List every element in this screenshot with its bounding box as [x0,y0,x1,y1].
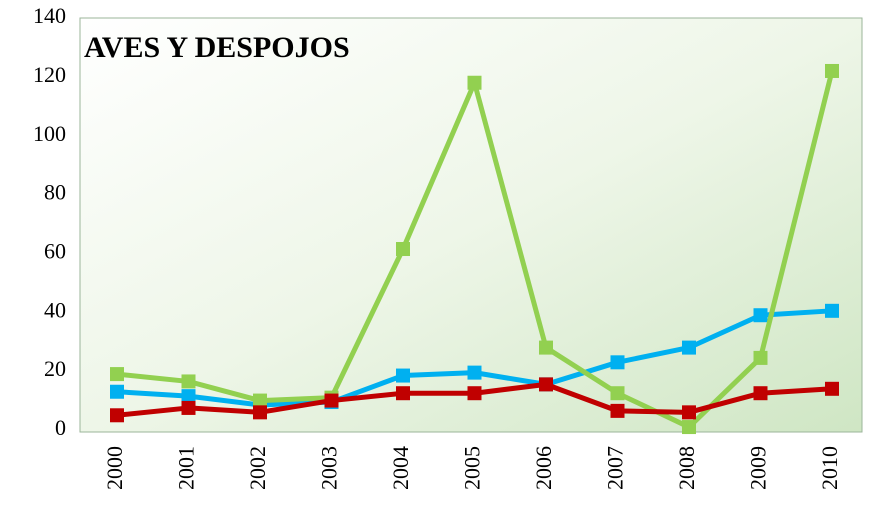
x-tick-label: 2001 [174,446,199,490]
point-marker [253,405,267,420]
point-marker [610,386,625,401]
point-marker [539,377,553,392]
point-marker [825,63,839,78]
y-tick-label: 60 [44,238,66,263]
x-tick-label: 2003 [317,446,342,490]
point-marker [110,367,124,382]
point-marker [467,365,482,380]
point-marker [682,405,696,420]
point-marker [110,408,124,423]
point-marker [753,386,768,401]
point-marker [396,242,410,257]
y-tick-label: 0 [55,415,66,440]
point-marker [181,400,196,415]
point-marker [753,308,768,323]
y-tick-label: 120 [33,62,66,87]
y-tick-label: 20 [44,356,66,381]
point-marker [682,420,696,435]
y-tick-label: 40 [44,297,66,322]
y-tick-label: 100 [33,121,66,146]
point-marker [467,75,482,90]
x-tick-label: 2009 [746,446,771,490]
chart-title: AVES Y DESPOJOS [84,31,350,64]
point-marker [610,355,625,370]
point-marker [610,403,625,418]
y-tick-label: 140 [33,3,66,28]
y-tick-label: 80 [44,180,66,205]
x-tick-label: 2006 [531,446,556,490]
x-tick-label: 2008 [674,446,699,490]
x-tick-label: 2007 [603,446,628,490]
point-marker [396,368,410,383]
point-marker [825,381,839,396]
point-marker [825,303,839,318]
x-tick-label: 2010 [817,446,842,490]
point-marker [181,374,196,389]
x-tick-label: 2002 [245,446,270,490]
point-marker [682,340,696,355]
x-tick-label: 2000 [102,446,127,490]
point-marker [324,393,339,408]
point-marker [539,340,553,355]
point-marker [467,386,482,401]
point-marker [253,393,267,408]
x-tick-label: 2005 [460,446,485,490]
point-marker [396,386,410,401]
point-marker [181,389,196,404]
x-tick-label: 2004 [388,446,413,490]
point-marker [110,384,124,399]
point-marker [753,350,768,365]
